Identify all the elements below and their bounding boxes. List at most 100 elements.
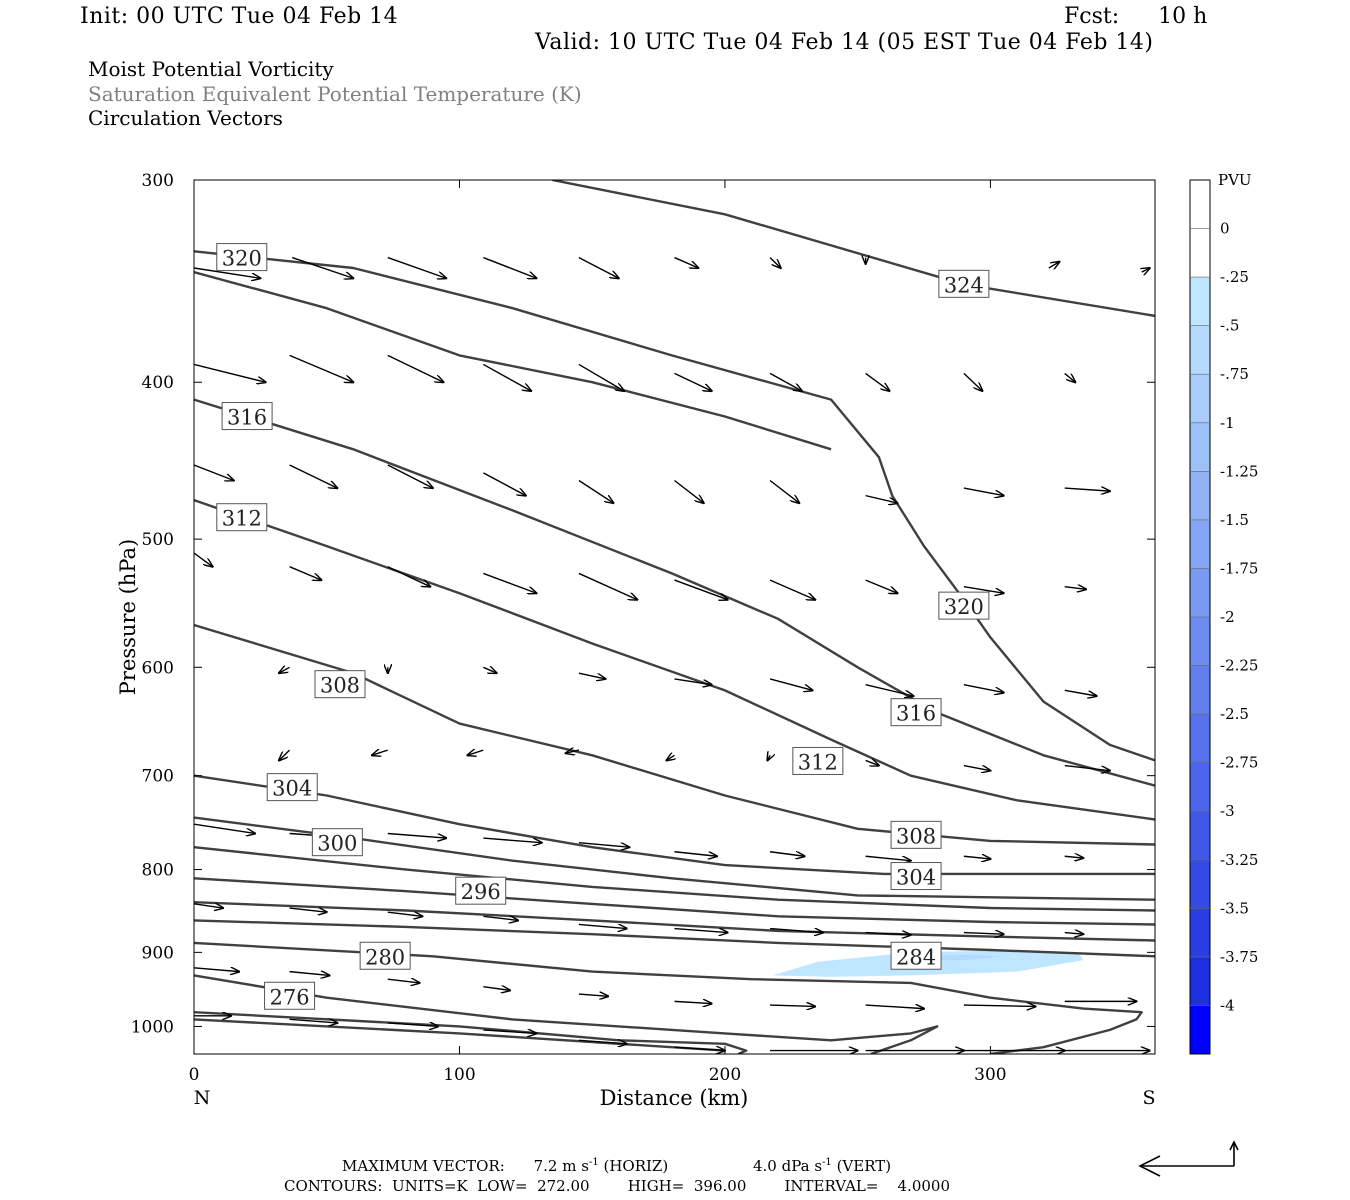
circulation-vector — [194, 363, 266, 382]
contour-label: 276 — [264, 981, 316, 1010]
contour-label: 316 — [890, 698, 942, 727]
colorbar-label: -3.25 — [1220, 851, 1258, 869]
svg-text:308: 308 — [896, 824, 936, 848]
svg-text:296: 296 — [461, 880, 501, 904]
colorbar-swatch — [1190, 859, 1210, 909]
circulation-vector — [483, 667, 496, 673]
plot-frame — [193, 179, 1156, 1055]
circulation-vector — [289, 354, 354, 382]
circulation-vector — [769, 678, 812, 690]
circulation-vector — [865, 372, 890, 391]
circulation-vector — [387, 832, 446, 838]
circulation-vector — [674, 678, 712, 685]
svg-text:284: 284 — [896, 945, 936, 969]
x-tick-label: 0 — [189, 1065, 200, 1085]
theta-e-contour — [194, 974, 939, 1054]
svg-text:280: 280 — [365, 945, 405, 969]
contour-label: 316 — [221, 402, 273, 431]
svg-text:320: 320 — [222, 247, 262, 271]
circulation-vector — [578, 479, 614, 504]
contour-label: 304 — [890, 862, 942, 891]
circulation-vector — [279, 667, 290, 673]
colorbar-swatch — [1190, 180, 1210, 229]
field-title-vectors: Circulation Vectors — [88, 106, 283, 130]
circulation-vector — [578, 994, 608, 996]
colorbar-label: 0 — [1220, 220, 1230, 238]
contour-label: 296 — [455, 876, 507, 905]
y-tick-label: 1000 — [131, 1017, 174, 1037]
colorbar-label: -2.75 — [1220, 754, 1258, 772]
colorbar-swatch — [1190, 762, 1210, 812]
theta-e-contour — [194, 901, 1155, 942]
circulation-vector — [963, 683, 1004, 693]
circulation-vector — [674, 851, 717, 856]
max-vector-label: MAXIMUM VECTOR: — [342, 1157, 505, 1175]
horiz-tag: (HORIZ) — [603, 1157, 669, 1175]
circulation-vector — [578, 1040, 627, 1043]
contours-info: CONTOURS: UNITS=K LOW= 272.00 HIGH= 396.… — [284, 1177, 950, 1195]
circulation-vector — [194, 464, 234, 480]
circulation-vector — [865, 579, 898, 593]
theta-e-contour — [194, 941, 1143, 1054]
colorbar-swatch — [1190, 471, 1210, 520]
circulation-vector — [865, 494, 898, 503]
svg-text:320: 320 — [944, 595, 984, 619]
reference-vector-icon — [1138, 1140, 1239, 1177]
theta-e-contour — [194, 846, 1155, 912]
field-title-thetae: Saturation Equivalent Potential Temperat… — [88, 82, 582, 106]
y-tick-label: 300 — [142, 171, 174, 191]
circulation-vector — [194, 904, 223, 908]
contour-label: 320 — [216, 243, 268, 272]
svg-text:324: 324 — [944, 273, 984, 297]
circulation-vector — [767, 755, 770, 760]
colorbar-swatch — [1190, 956, 1210, 1006]
circulation-vector — [483, 472, 525, 496]
contour-label: 280 — [359, 941, 411, 970]
circulation-vector — [769, 851, 805, 856]
circulation-vector — [279, 749, 291, 760]
circulation-vector — [578, 256, 619, 279]
colorbar-swatch — [1190, 665, 1210, 715]
south-end-label: S — [1142, 1087, 1155, 1109]
colorbar-swatch — [1190, 519, 1210, 569]
circulation-vector — [387, 464, 433, 488]
svg-text:276: 276 — [270, 985, 310, 1009]
fcst-value: 10 h — [1158, 4, 1208, 29]
circulation-vector — [1064, 372, 1076, 382]
contour-label: 320 — [938, 591, 990, 620]
circulation-vector — [1048, 262, 1060, 268]
circulation-vector — [387, 1023, 438, 1027]
svg-text:316: 316 — [896, 702, 936, 726]
circulation-vector — [387, 979, 420, 983]
theta-e-contour — [194, 877, 1155, 926]
circulation-vector — [289, 908, 327, 912]
circulation-vector — [387, 912, 423, 916]
colorbar-label: -1.5 — [1220, 511, 1249, 529]
circulation-vector — [674, 256, 699, 268]
theta-e-contour — [194, 270, 832, 451]
theta-e-contour — [194, 398, 1155, 787]
field-title-mpv: Moist Potential Vorticity — [88, 57, 334, 81]
circulation-vector — [963, 933, 1004, 935]
colorbar-swatch — [1190, 908, 1210, 957]
colorbar-label: -2 — [1220, 608, 1235, 626]
circulation-vector — [769, 579, 815, 600]
colorbar-label: -.25 — [1220, 268, 1249, 286]
circulation-vector — [674, 579, 728, 600]
contour-label: 300 — [311, 828, 363, 857]
colorbar-swatch — [1190, 374, 1210, 423]
colorbar-swatch — [1190, 277, 1210, 326]
circulation-vector — [483, 256, 536, 279]
circulation-vector — [578, 363, 624, 391]
y-axis-title: Pressure (hPa) — [116, 539, 140, 695]
valid-time: Valid: 10 UTC Tue 04 Feb 14 (05 EST Tue … — [535, 30, 1154, 55]
svg-text:312: 312 — [222, 507, 262, 531]
contour-label: 324 — [938, 269, 990, 298]
init-time: Init: 00 UTC Tue 04 Feb 14 — [80, 4, 399, 29]
circulation-vector — [483, 916, 518, 920]
x-axis-title: Distance (km) — [600, 1086, 749, 1110]
north-end-label: N — [194, 1087, 211, 1109]
circulation-vector — [963, 764, 991, 771]
circulation-vector — [1064, 856, 1084, 858]
theta-e-contour — [194, 774, 1155, 876]
